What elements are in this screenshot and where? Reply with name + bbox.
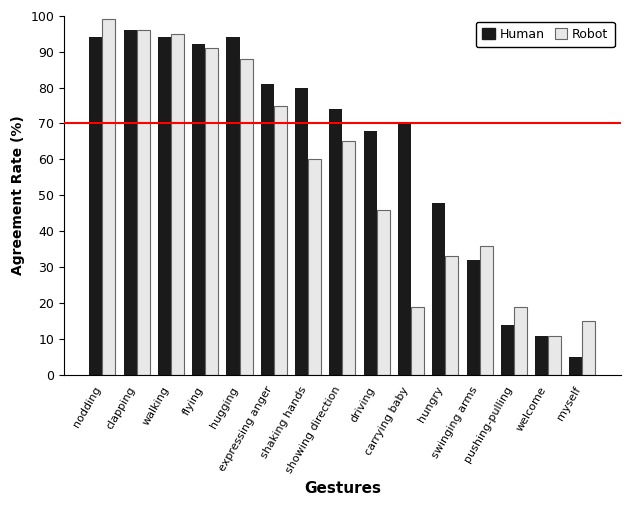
Bar bbox=[411, 307, 424, 375]
Bar bbox=[432, 203, 445, 375]
Bar bbox=[124, 30, 136, 375]
Bar bbox=[205, 48, 218, 375]
X-axis label: Gestures: Gestures bbox=[304, 481, 381, 496]
Bar bbox=[274, 105, 287, 375]
Bar bbox=[330, 109, 342, 375]
Bar bbox=[398, 123, 411, 375]
Bar bbox=[342, 142, 355, 375]
Y-axis label: Agreement Rate (%): Agreement Rate (%) bbox=[11, 116, 25, 275]
Bar bbox=[295, 88, 308, 375]
Bar bbox=[192, 44, 205, 375]
Bar bbox=[514, 307, 527, 375]
Bar bbox=[582, 321, 595, 375]
Bar bbox=[102, 19, 115, 375]
Bar bbox=[171, 34, 184, 375]
Bar bbox=[479, 246, 493, 375]
Bar bbox=[570, 357, 582, 375]
Bar bbox=[158, 37, 171, 375]
Bar bbox=[445, 256, 458, 375]
Bar bbox=[467, 260, 479, 375]
Bar bbox=[227, 37, 239, 375]
Bar bbox=[548, 336, 561, 375]
Bar bbox=[260, 84, 274, 375]
Bar bbox=[136, 30, 150, 375]
Legend: Human, Robot: Human, Robot bbox=[476, 22, 614, 47]
Bar bbox=[90, 37, 102, 375]
Bar bbox=[308, 159, 321, 375]
Bar bbox=[239, 59, 253, 375]
Bar bbox=[377, 210, 390, 375]
Bar bbox=[501, 325, 514, 375]
Bar bbox=[364, 131, 377, 375]
Bar bbox=[535, 336, 548, 375]
